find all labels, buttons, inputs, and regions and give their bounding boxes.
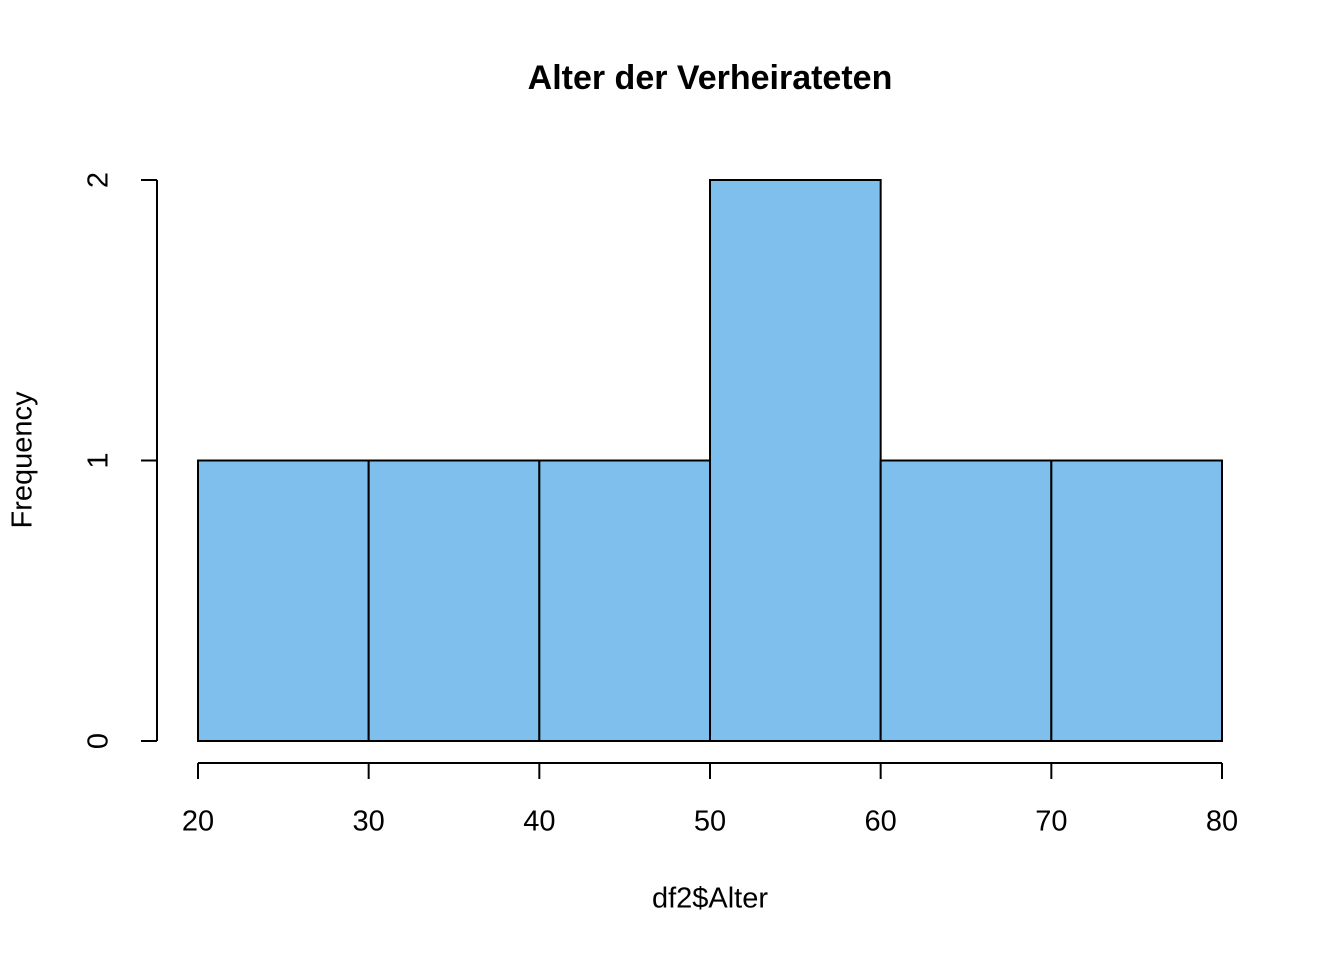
x-tick-label: 80	[1206, 806, 1238, 838]
x-tick-label: 20	[182, 806, 214, 838]
x-tick-label: 50	[694, 806, 726, 838]
bar	[1050, 459, 1224, 742]
bar	[538, 459, 711, 742]
x-tick-label: 30	[353, 806, 385, 838]
bar	[197, 459, 370, 742]
y-tick-label: 0	[83, 733, 115, 749]
x-tick-label: 60	[865, 806, 897, 838]
x-tick-label: 70	[1035, 806, 1067, 838]
y-tick-label: 2	[83, 172, 115, 188]
bar	[709, 179, 882, 742]
x-tick-label: 40	[523, 806, 555, 838]
y-axis-label: Frequency	[7, 391, 39, 529]
chart-title: Alter der Verheirateten	[528, 59, 893, 97]
bar	[879, 459, 1053, 742]
x-axis-label: df2$Alter	[652, 883, 768, 915]
bar	[367, 459, 541, 742]
y-tick-label: 1	[83, 452, 115, 468]
